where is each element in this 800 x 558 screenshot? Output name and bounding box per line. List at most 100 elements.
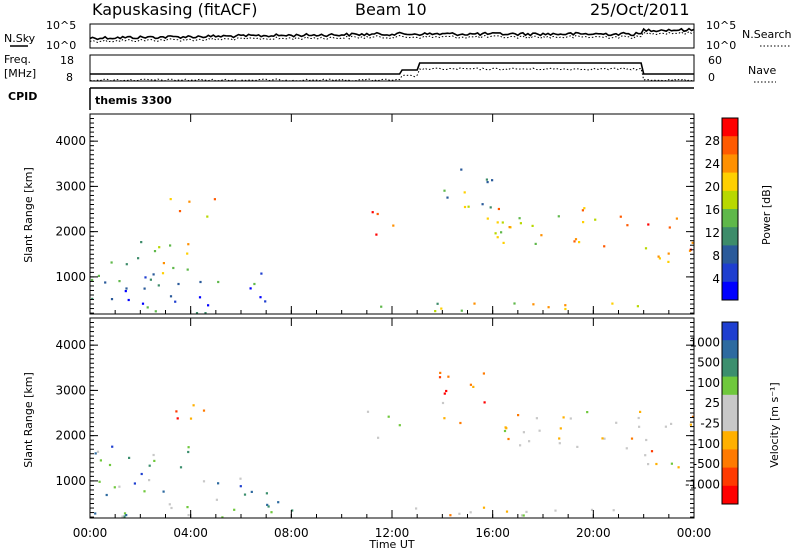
echo-cell bbox=[398, 424, 401, 427]
echo-cell bbox=[123, 512, 127, 515]
echo-cell bbox=[148, 464, 151, 467]
echo-cell bbox=[124, 290, 127, 293]
echo-cell bbox=[485, 178, 488, 181]
echo-cell bbox=[161, 272, 165, 275]
echo-cell bbox=[447, 375, 450, 378]
colorbar-tick-label: 100 bbox=[697, 376, 720, 390]
echo-cell bbox=[522, 431, 525, 434]
echo-cell bbox=[535, 417, 538, 420]
echo-cell bbox=[489, 206, 492, 209]
power-panel: 4000 3000 2000 1000 Slant Range [km] 28 24 20… bbox=[22, 113, 773, 315]
echo-cell bbox=[667, 252, 670, 255]
echo-cell bbox=[467, 205, 470, 208]
cpid-label: CPID bbox=[8, 90, 37, 103]
echo-cell bbox=[153, 459, 156, 462]
nave-trace bbox=[89, 67, 694, 82]
echo-cell bbox=[104, 281, 107, 284]
echo-cell bbox=[500, 231, 503, 234]
echo-cell bbox=[202, 480, 206, 483]
echo-cell bbox=[108, 463, 112, 467]
echo-cell bbox=[215, 498, 218, 501]
colorbar-segment bbox=[722, 449, 738, 469]
echo-cell bbox=[128, 456, 131, 459]
echo-cell bbox=[581, 209, 584, 212]
echo-cell bbox=[496, 221, 499, 224]
nave-tick-top: 60 bbox=[708, 54, 722, 67]
echo-cell bbox=[123, 515, 126, 518]
echo-cell bbox=[99, 459, 102, 462]
echo-cell bbox=[558, 442, 561, 445]
echo-cell bbox=[118, 280, 121, 283]
freq-trace bbox=[90, 62, 694, 75]
echo-cell bbox=[118, 485, 121, 488]
echo-cell bbox=[496, 236, 499, 239]
echo-cell bbox=[625, 447, 628, 450]
echo-cell bbox=[630, 437, 634, 440]
echo-cell bbox=[162, 490, 165, 493]
echo-cell bbox=[691, 241, 694, 244]
nsky-tick-top: 10^5 bbox=[46, 19, 76, 32]
echo-cell bbox=[528, 440, 531, 443]
echo-cell bbox=[415, 507, 418, 510]
date-title: 25/Oct/2011 bbox=[590, 0, 690, 19]
nsky-trace bbox=[89, 27, 695, 41]
y-tick-label: 3000 bbox=[55, 179, 86, 193]
time-axis-label: Time UT bbox=[368, 538, 414, 551]
echo-cell bbox=[380, 305, 383, 308]
colorbar-segment bbox=[722, 431, 738, 450]
y-tick-label: 1000 bbox=[55, 474, 86, 488]
echo-cell bbox=[121, 515, 124, 518]
echo-cell bbox=[291, 509, 294, 512]
echo-cell bbox=[473, 302, 476, 305]
echo-cell bbox=[554, 509, 557, 512]
echo-cell bbox=[187, 450, 190, 454]
echo-cell bbox=[583, 207, 586, 210]
echo-cell bbox=[110, 261, 113, 264]
colorbar-segment bbox=[722, 376, 738, 396]
echo-cell bbox=[603, 245, 606, 248]
echo-cell bbox=[449, 514, 452, 517]
colorbar-segment bbox=[722, 118, 738, 137]
echo-cell bbox=[267, 505, 270, 508]
echo-cell bbox=[443, 189, 446, 192]
echo-cell bbox=[657, 255, 660, 258]
echo-cell bbox=[137, 257, 140, 260]
echo-cell bbox=[626, 224, 629, 227]
echo-cell bbox=[518, 217, 521, 220]
echo-cell bbox=[670, 422, 673, 425]
colorbar-segment bbox=[722, 209, 738, 228]
echo-cell bbox=[277, 501, 280, 504]
echo-cell bbox=[97, 274, 100, 277]
colorbar-tick-label: -500 bbox=[693, 457, 720, 471]
y-tick-label: 2000 bbox=[55, 429, 86, 443]
echo-cell bbox=[540, 234, 543, 237]
cpid-strip: CPID themis 3300 bbox=[8, 87, 694, 110]
echo-cell bbox=[504, 426, 507, 429]
echo-cell bbox=[162, 262, 165, 265]
echo-cell bbox=[497, 207, 500, 211]
echo-cell bbox=[110, 298, 114, 301]
echo-cell bbox=[189, 417, 193, 420]
echo-cell bbox=[266, 503, 269, 506]
echo-cell bbox=[638, 425, 641, 428]
beam-title: Beam 10 bbox=[355, 0, 427, 19]
echo-cell bbox=[177, 282, 180, 286]
echo-cell bbox=[239, 477, 242, 480]
echo-cell bbox=[637, 416, 640, 420]
y-tick-label: 1000 bbox=[55, 270, 86, 284]
colorbar-tick-label: 4 bbox=[712, 272, 720, 286]
echo-cell bbox=[111, 445, 114, 448]
echo-cell bbox=[590, 508, 594, 511]
echo-cell bbox=[91, 297, 94, 300]
echo-cell bbox=[174, 300, 177, 303]
echo-cell bbox=[438, 376, 442, 379]
station-title: Kapuskasing (fitACF) bbox=[92, 0, 257, 19]
colorbar-tick-label: 500 bbox=[697, 356, 720, 370]
echo-cell bbox=[392, 224, 395, 227]
echo-cell bbox=[176, 417, 179, 420]
echo-cell bbox=[469, 383, 472, 386]
echo-cell bbox=[491, 179, 494, 182]
echo-cell bbox=[217, 280, 220, 284]
cpid-value: themis 3300 bbox=[95, 94, 172, 107]
echo-cell bbox=[233, 508, 236, 511]
